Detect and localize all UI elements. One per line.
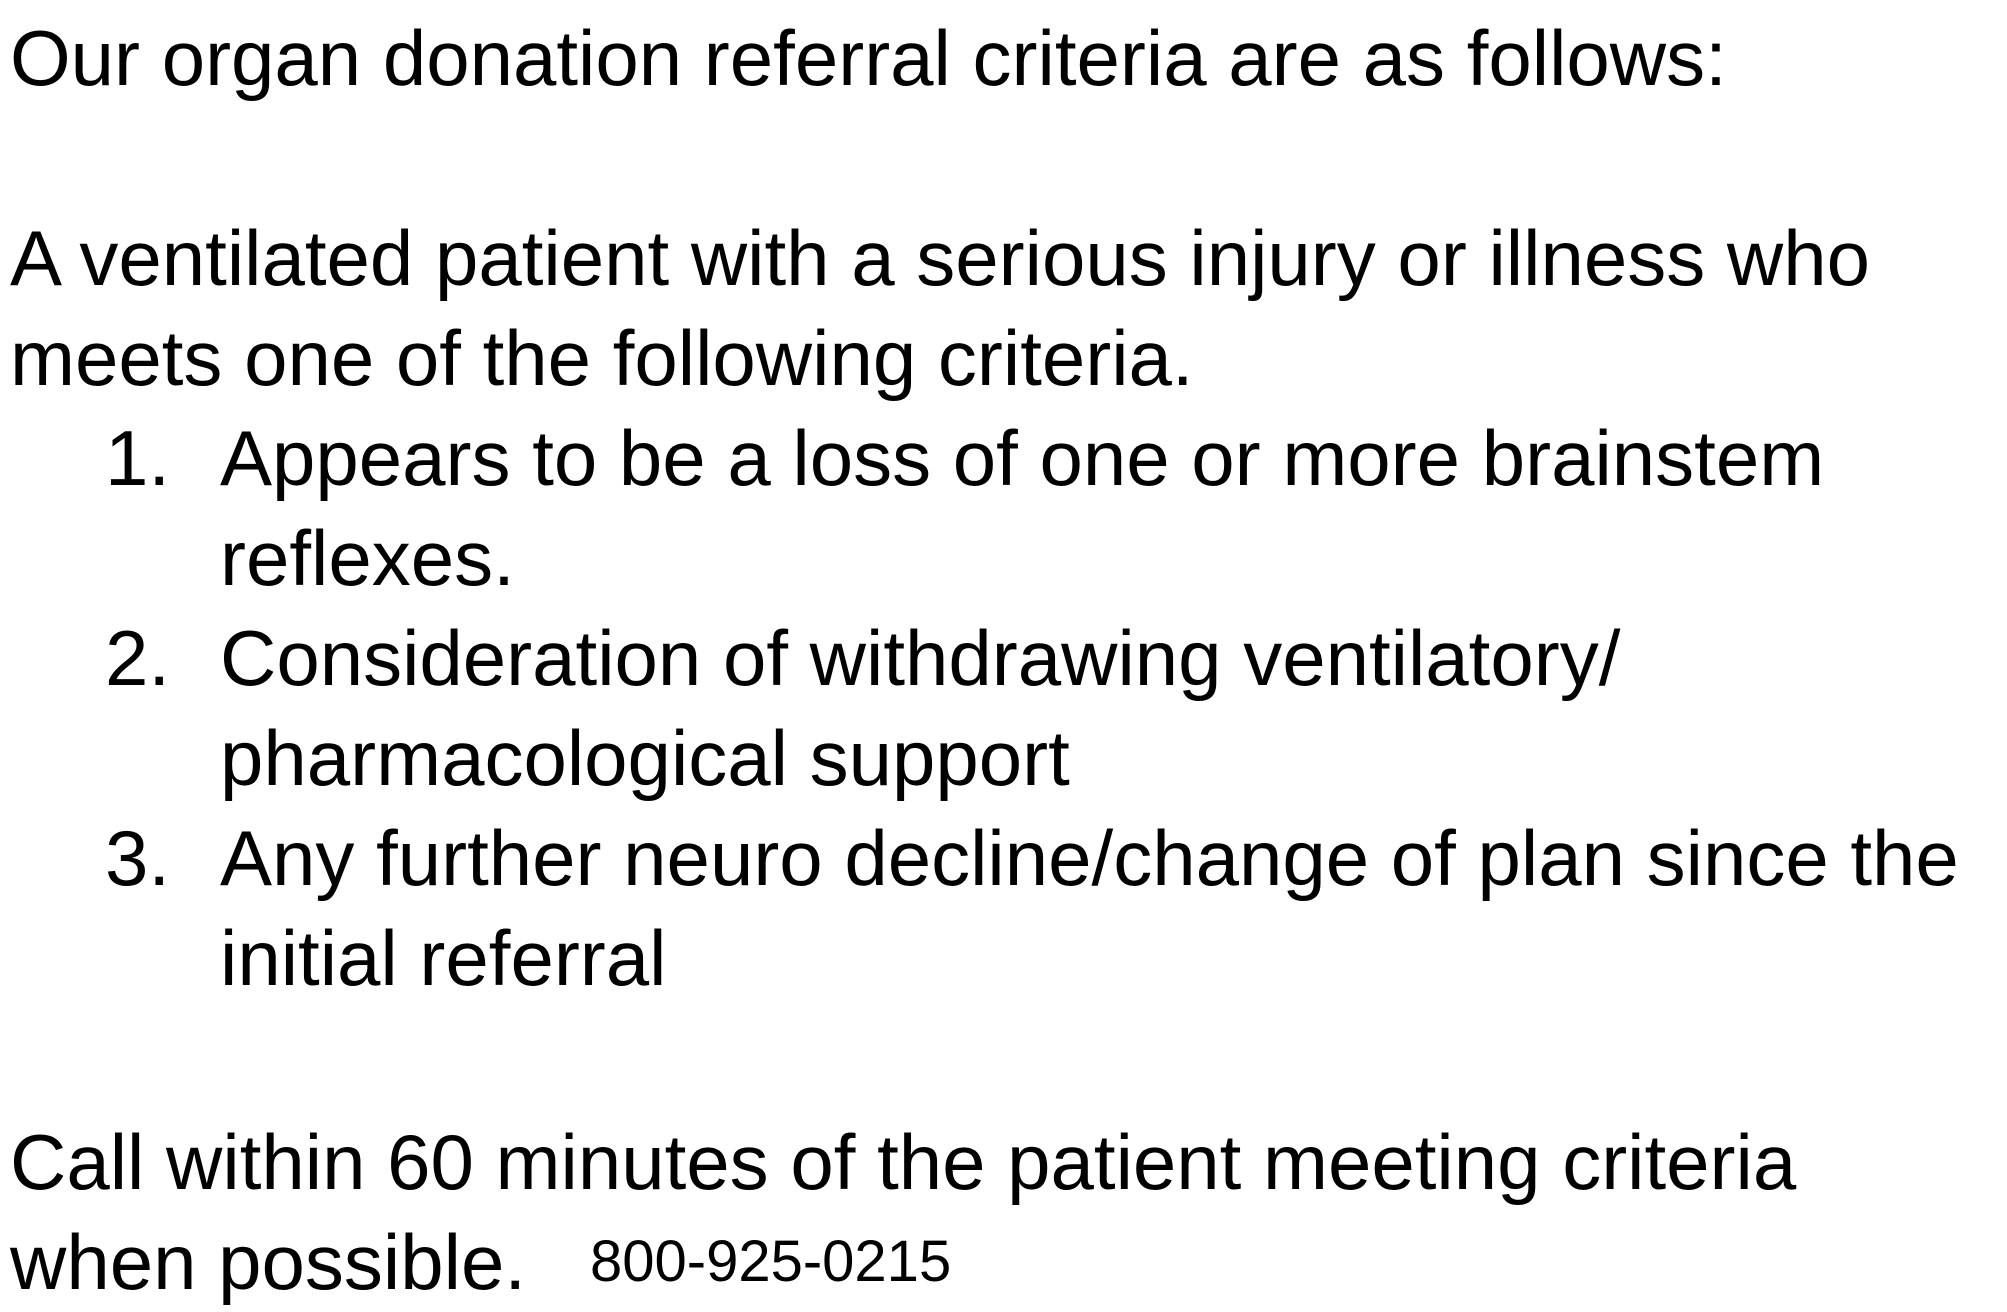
list-item-number: 1. <box>105 414 171 502</box>
list-item-text-line-2: reflexes. <box>220 514 515 602</box>
call-instruction-line-1: Call within 60 minutes of the patient me… <box>10 1118 1797 1206</box>
intro-text: Our organ donation referral criteria are… <box>10 14 1727 102</box>
description-line-2: meets one of the following criteria. <box>10 314 1194 402</box>
call-instruction-line-2: when possible. <box>10 1218 526 1306</box>
phone-number: 800-925-0215 <box>590 1229 952 1294</box>
list-item-text-line-1: Any further neuro decline/change of plan… <box>220 814 1959 902</box>
list-item-number: 3. <box>105 814 171 902</box>
list-item-text-line-1: Appears to be a loss of one or more brai… <box>220 414 1825 502</box>
list-item-number: 2. <box>105 614 171 702</box>
list-item-text-line-2: pharmacological support <box>220 714 1070 802</box>
description-line-1: A ventilated patient with a serious inju… <box>10 214 1870 302</box>
list-item-text-line-2: initial referral <box>220 914 667 1002</box>
list-item-text-line-1: Consideration of withdrawing ventilatory… <box>220 614 1621 702</box>
